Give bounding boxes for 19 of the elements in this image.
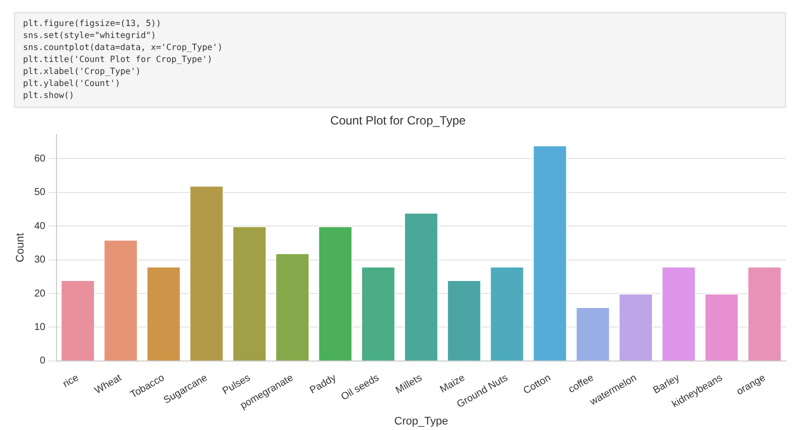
- text: plt.figure(figsize=(13, 5)): [23, 18, 162, 30]
- y-tick-label: 20: [34, 288, 46, 300]
- y-axis-title: Count: [14, 232, 27, 262]
- y-tick-label: 60: [34, 153, 46, 164]
- x-tick-label: rice: [61, 372, 82, 390]
- y-tick-label: 50: [34, 187, 46, 198]
- chart-title: Count Plot for Crop_Type: [330, 114, 466, 128]
- text: sns.set(style="whitegrid"): [23, 30, 158, 42]
- text: plt.xlabel('Crop_Type'): [23, 66, 142, 78]
- y-tick-label: 30: [34, 254, 46, 266]
- y-tick-label: 0: [40, 356, 46, 367]
- text: plt.show(): [23, 90, 76, 102]
- text: sns.countplot(data=data, x='Crop_Type'): [23, 42, 224, 54]
- x-tick-label: Oil seeds: [340, 372, 382, 403]
- y-tick-label: 10: [34, 322, 46, 333]
- text: plt.ylabel('Count'): [23, 78, 122, 90]
- text: plt.title('Count Plot for Crop_Type'): [23, 54, 214, 66]
- y-tick-label: 40: [34, 220, 46, 232]
- x-axis-title: Crop_Type: [394, 415, 448, 428]
